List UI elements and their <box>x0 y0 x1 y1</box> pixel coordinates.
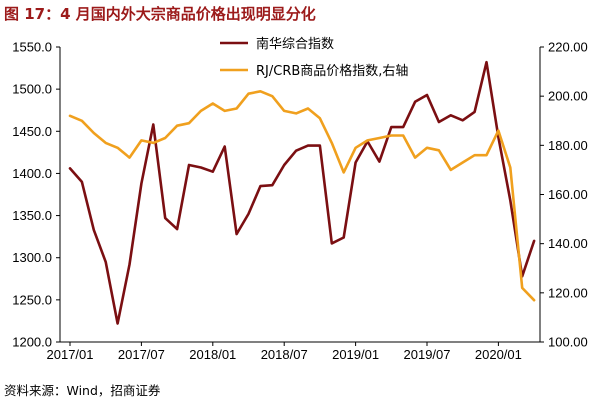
left-tick-label: 1500.0 <box>12 82 52 97</box>
left-tick-label: 1350.0 <box>12 208 52 223</box>
rj-crb-index-line <box>68 90 536 302</box>
x-tick-label: 2017/07 <box>118 347 165 362</box>
left-tick-label: 1450.0 <box>12 124 52 139</box>
right-tick-label: 100.00 <box>548 335 588 350</box>
axes <box>56 46 544 346</box>
right-tick-label: 140.00 <box>548 236 588 251</box>
source-note: 资料来源：Wind，招商证券 <box>4 383 161 398</box>
left-tick-label: 1550.0 <box>12 40 52 55</box>
left-tick-label: 1400.0 <box>12 166 52 181</box>
chart-title: 图 17：4 月国内外大宗商品价格出现明显分化 <box>4 5 316 23</box>
left-tick-label: 1250.0 <box>12 292 52 307</box>
legend-label-nanhua: 南华综合指数 <box>256 36 334 52</box>
legend: 南华综合指数 RJ/CRB商品价格指数,右轴 <box>220 36 408 79</box>
x-tick-label: 2019/07 <box>404 347 451 362</box>
right-tick-label: 180.00 <box>548 138 588 153</box>
nanhua-index-line <box>68 60 536 325</box>
right-tick-label: 220.00 <box>548 40 588 55</box>
x-tick-label: 2017/01 <box>47 347 94 362</box>
series-lines <box>68 60 536 325</box>
right-tick-label: 200.00 <box>548 89 588 104</box>
left-tick-label: 1200.0 <box>12 335 52 350</box>
tick-labels: 1200.0 1250.0 1300.0 1350.0 1400.0 1450.0 1500… <box>12 40 588 363</box>
left-tick-label: 1300.0 <box>12 250 52 265</box>
x-tick-label: 2020/01 <box>475 347 522 362</box>
right-tick-label: 160.00 <box>548 187 588 202</box>
x-tick-label: 2018/01 <box>189 347 236 362</box>
x-tick-label: 2018/07 <box>261 347 308 362</box>
legend-label-rjcrb: RJ/CRB商品价格指数,右轴 <box>256 63 408 79</box>
right-tick-label: 120.00 <box>548 285 588 300</box>
x-tick-label: 2019/01 <box>332 347 379 362</box>
